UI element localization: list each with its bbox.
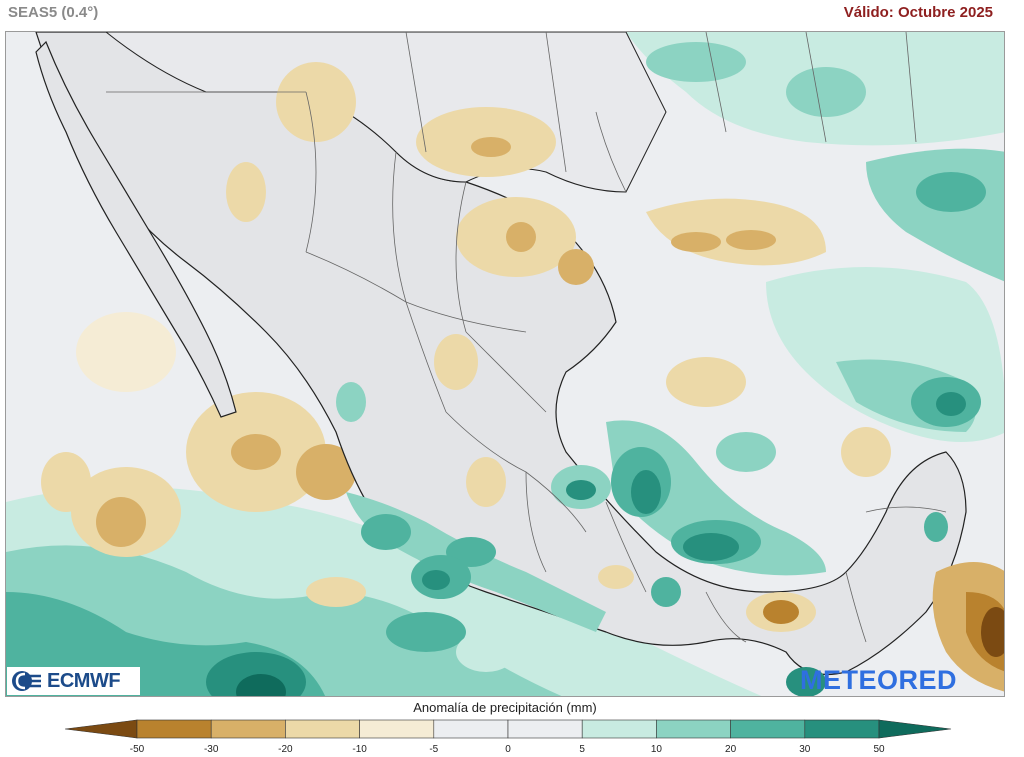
map-canvas	[6, 32, 1004, 696]
legend-tick-label: -10	[352, 744, 367, 755]
legend-tick-label: -20	[278, 744, 293, 755]
ecmwf-logo-text: ECMWF	[47, 669, 121, 692]
legend-swatch	[804, 719, 880, 739]
legend-tick-label: -50	[129, 744, 145, 755]
legend-extend-low	[65, 719, 138, 739]
legend-swatch	[210, 719, 286, 739]
legend-tick-label: 0	[505, 744, 511, 755]
legend-swatch	[433, 719, 509, 739]
legend-swatch	[136, 719, 212, 739]
meteored-logo: METEORED	[800, 665, 958, 695]
legend-tick-label: 50	[873, 744, 885, 755]
baja-california	[35, 40, 237, 418]
model-label: SEAS5 (0.4°)	[8, 4, 99, 21]
legend-swatch	[507, 719, 583, 739]
valid-date-label: Válido: Octubre 2025	[843, 4, 993, 21]
mexico-landmass	[35, 32, 967, 676]
legend-tick-label: -30	[203, 744, 219, 755]
state-borders	[106, 32, 947, 643]
ecmwf-logo: ECMWF	[7, 667, 140, 695]
legend-swatch	[285, 719, 360, 739]
legend-tick-label: 20	[725, 744, 737, 755]
legend-tick-label: 30	[799, 744, 811, 755]
precipitation-anomaly-map	[5, 31, 1005, 697]
ecmwf-logo-icon	[12, 671, 41, 691]
legend-extend-high	[878, 719, 952, 739]
legend-swatch	[656, 719, 731, 739]
legend-swatch	[581, 719, 657, 739]
legend-colorbar	[65, 719, 952, 739]
legend-title: Anomalía de precipitación (mm)	[413, 700, 597, 715]
legend-tick-label: 5	[579, 744, 585, 755]
legend-tick-label: 10	[650, 744, 662, 755]
legend-swatch	[730, 719, 806, 739]
legend-swatch	[359, 719, 435, 739]
legend-tick-label: -5	[429, 744, 439, 755]
